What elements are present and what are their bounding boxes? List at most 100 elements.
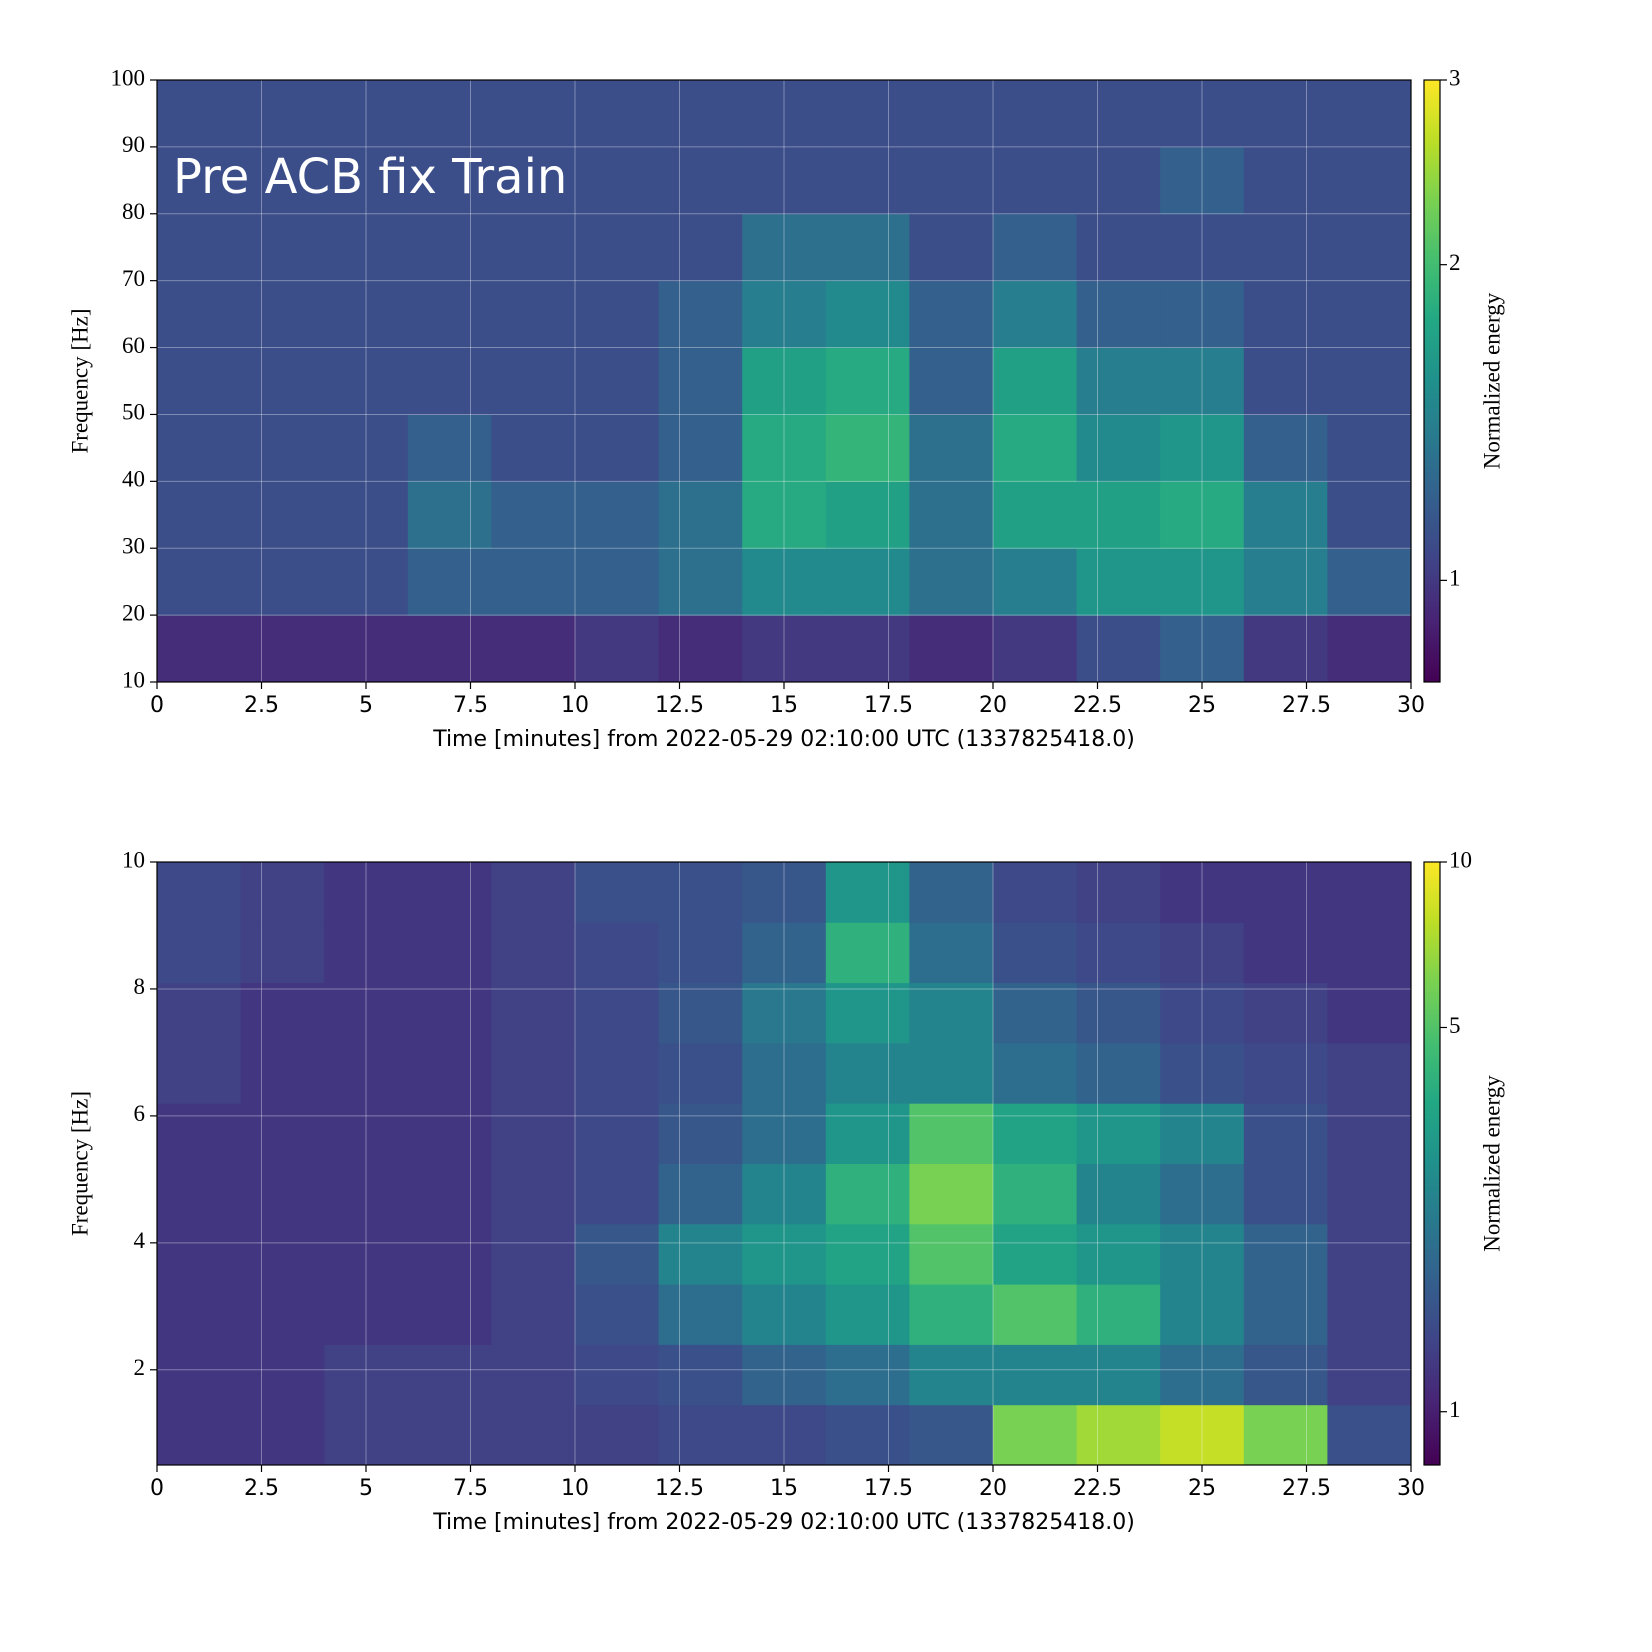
y-tick-label: 100	[111, 65, 146, 90]
heat-cell	[240, 1223, 325, 1285]
heat-cell	[909, 922, 994, 984]
heat-cell	[658, 922, 743, 984]
heat-cell	[658, 213, 743, 282]
heat-cell	[407, 1042, 492, 1104]
heat-cell	[993, 213, 1078, 282]
heat-cell	[575, 80, 660, 148]
heat-cell	[658, 615, 743, 683]
heat-cell	[575, 347, 660, 415]
heat-cell	[909, 414, 994, 482]
heat-cell	[575, 414, 660, 482]
heat-cell	[240, 213, 325, 282]
heat-cell	[157, 1042, 242, 1104]
heat-cell	[575, 481, 660, 549]
heat-cell	[491, 922, 576, 984]
axes-frame	[156, 79, 1412, 683]
heat-cell	[157, 481, 242, 549]
heat-cell	[1076, 1344, 1161, 1406]
x-tick-label: 25	[1188, 1476, 1216, 1501]
heat-cell	[324, 922, 409, 984]
heat-cell	[1243, 1042, 1328, 1104]
heat-cell	[407, 1163, 492, 1225]
heat-cell	[1076, 1284, 1161, 1345]
heat-cell	[742, 1163, 827, 1225]
heat-cell	[157, 1103, 242, 1164]
heat-cell	[240, 280, 325, 349]
heat-cell	[1076, 280, 1161, 349]
heat-cell	[575, 146, 660, 215]
heat-cell	[825, 1344, 910, 1406]
heat-cell	[909, 1042, 994, 1104]
heat-cell	[1076, 481, 1161, 549]
heat-cell	[1327, 146, 1412, 215]
heat-cell	[157, 1284, 242, 1345]
heat-cell	[157, 982, 242, 1044]
heat-cell	[157, 213, 242, 282]
heat-cell	[240, 80, 325, 148]
heat-cell	[1243, 80, 1328, 148]
heat-cell	[1076, 414, 1161, 482]
heat-cell	[324, 1103, 409, 1164]
heat-cell	[742, 1223, 827, 1285]
heat-cell	[658, 1284, 743, 1345]
heat-cell	[1243, 922, 1328, 984]
heat-cell	[1160, 615, 1245, 683]
heat-cell	[1076, 1404, 1161, 1466]
x-tick-label: 15	[770, 1476, 798, 1501]
heat-cell	[742, 1103, 827, 1164]
heat-cell	[407, 347, 492, 415]
heat-cell	[1076, 347, 1161, 415]
x-tick-label: 12.5	[655, 693, 704, 718]
heat-cell	[1160, 1103, 1245, 1164]
heat-cell	[658, 862, 743, 923]
y-axis-label: Frequency [Hz]	[67, 309, 92, 454]
x-tick-label: 30	[1397, 1476, 1425, 1501]
heat-cell	[491, 548, 576, 616]
heat-cell	[825, 80, 910, 148]
heat-cell	[658, 1344, 743, 1406]
annotation: Pre ACB fix Train	[173, 149, 567, 205]
heat-cell	[240, 922, 325, 984]
heat-cell	[1327, 922, 1412, 984]
heat-cell	[1243, 982, 1328, 1044]
heat-cell	[1160, 922, 1245, 984]
heat-cell	[1243, 213, 1328, 282]
heat-cell	[909, 347, 994, 415]
x-axis-label: Time [minutes] from 2022-05-29 02:10:00 …	[432, 727, 1135, 752]
heat-cell	[1160, 862, 1245, 923]
heat-cell	[742, 146, 827, 215]
heat-cell	[575, 922, 660, 984]
heat-cell	[491, 1223, 576, 1285]
y-tick-label: 30	[122, 534, 145, 559]
heat-cell	[240, 982, 325, 1044]
heat-cell	[157, 615, 242, 683]
heat-cell	[324, 213, 409, 282]
heat-cell	[658, 1163, 743, 1225]
heat-cell	[1160, 481, 1245, 549]
heat-cell	[825, 347, 910, 415]
heat-cell	[1327, 280, 1412, 349]
colorbar-tick-label: 1	[1449, 566, 1461, 591]
heat-cell	[742, 80, 827, 148]
heat-cell	[825, 548, 910, 616]
heat-cell	[157, 1163, 242, 1225]
x-tick-label: 10	[561, 1476, 589, 1501]
x-tick-label: 5	[359, 693, 373, 718]
heat-cell	[1076, 146, 1161, 215]
heat-cell	[1327, 982, 1412, 1044]
x-tick-label: 20	[979, 1476, 1007, 1501]
x-tick-label: 17.5	[864, 1476, 913, 1501]
heat-cell	[240, 1163, 325, 1225]
colorbar-tick-label: 10	[1449, 847, 1472, 872]
x-tick-label: 27.5	[1282, 1476, 1331, 1501]
heat-cell	[825, 1103, 910, 1164]
heat-cell	[1076, 80, 1161, 148]
heat-cell	[491, 982, 576, 1044]
colorbar-label: Normalized energy	[1479, 1075, 1504, 1252]
heat-cell	[324, 146, 409, 215]
heat-cell	[1327, 1223, 1412, 1285]
y-tick-label: 10	[122, 847, 145, 872]
heat-cell	[1076, 922, 1161, 984]
heat-cell	[993, 922, 1078, 984]
heat-cell	[1160, 80, 1245, 148]
